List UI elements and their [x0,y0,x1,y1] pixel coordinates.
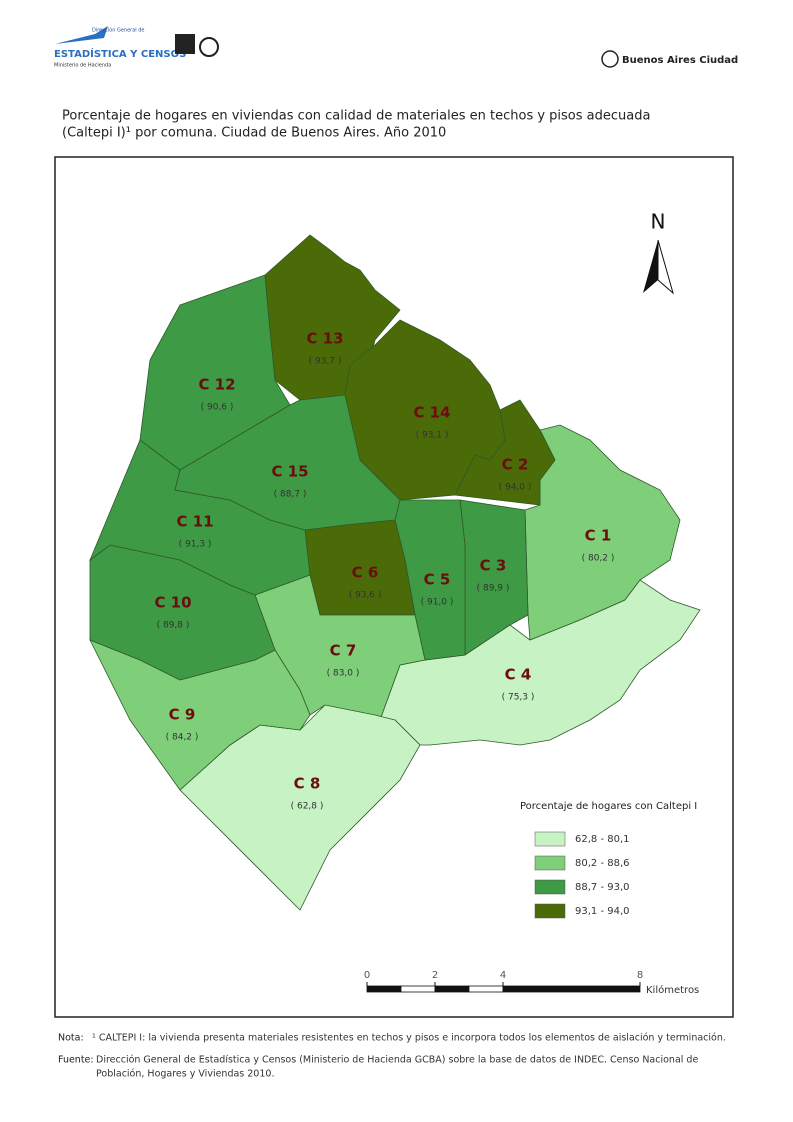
logo-line3: Ministerio de Hacienda [54,63,111,69]
scale-tick-label: 8 [637,970,643,981]
comuna-value: ( 88,7 ) [274,490,307,500]
brand: Buenos Aires Ciudad [622,55,738,66]
comuna-name: C 2 [502,456,529,474]
logo-seal [175,34,195,54]
legend-label: 80,2 - 88,6 [575,858,630,869]
north-arrow [643,240,658,293]
logo-line1: Dirección General de [92,27,145,34]
scale-segment [502,985,641,993]
comuna-name: C 5 [424,571,451,589]
legend: 62,8 - 80,1 80,2 - 88,6 88,7 - 93,0 93,1 - … [534,831,630,919]
comuna-labels: C 1 ( 80,2 ) C 2 ( 94,0 ) C 3 ( 89,9 ) C 4 ( 75… [154,330,614,812]
legend-label: 62,8 - 80,1 [575,834,630,845]
scale-unit: Kilómetros [646,984,699,996]
comuna-value: ( 89,8 ) [157,621,190,631]
source-label: Fuente: [58,1055,94,1066]
comuna-name: C 6 [352,564,379,582]
north-label: N [651,210,666,234]
comuna-name: C 10 [154,594,191,612]
scale-segment [366,985,402,993]
comuna-value: ( 80,2 ) [582,554,615,564]
comuna-name: C 15 [271,463,308,481]
scale-tick-label: 0 [364,970,370,981]
note-label: Nota: [58,1033,84,1044]
comuna [174,394,401,531]
north-arrow [657,239,674,295]
comuna-value: ( 83,0 ) [327,669,360,679]
scale-segment [434,985,470,993]
comuna-name: C 9 [169,706,196,724]
comuna-name: C 14 [413,404,450,422]
logo-ba-seal [601,50,619,68]
logo-line2: ESTADÍSTICA Y CENSOS [54,47,186,60]
comuna-value: ( 93,7 ) [309,357,342,367]
logo-ba: Buenos Aires Ciudad [601,50,738,68]
logo-arrow [55,26,108,44]
comuna-name: C 1 [585,527,612,545]
comuna-value: ( 75,3 ) [502,693,535,703]
comuna-value: ( 84,2 ) [166,733,199,743]
legend-label: 93,1 - 94,0 [575,906,630,917]
comuna-value: ( 93,6 ) [349,591,382,601]
legend-title: Porcentaje de hogares con Caltepi I [520,801,697,812]
comuna-value: ( 62,8 ) [291,802,324,812]
comuna-value: ( 94,0 ) [499,483,532,493]
comuna-value: ( 90,6 ) [201,403,234,413]
note-text: ¹ CALTEPI I: la vivienda presenta materi… [92,1033,726,1044]
scale-bar: 0 2 4 8 [364,970,643,993]
legend-swatch [534,831,566,847]
scale-segment [400,985,436,993]
title-line: (Caltepi I)¹ por comuna. Ciudad de Bueno… [62,126,446,141]
logo-dgeyc: Dirección General de ESTADÍSTICA Y CENSO… [54,26,219,69]
comuna-value: ( 91,0 ) [421,598,454,608]
comuna-name: C 4 [505,666,532,684]
legend-swatch [534,855,566,871]
comuna-name: C 7 [330,642,357,660]
logo-iso [199,37,219,57]
title-line: Porcentaje de hogares en viviendas con c… [62,109,650,124]
comunas [89,234,701,911]
comuna-name: C 8 [294,775,321,793]
comuna-name: C 12 [198,376,235,394]
comuna-name: C 13 [306,330,343,348]
comuna-value: ( 89,9 ) [477,584,510,594]
source-text: Población, Hogares y Viviendas 2010. [96,1069,274,1080]
comuna-name: C 3 [480,557,507,575]
scale-segment [468,985,504,993]
scale-tick-label: 2 [432,970,438,981]
comuna-name: C 11 [176,513,213,531]
legend-label: 88,7 - 93,0 [575,882,630,893]
legend-swatch [534,879,566,895]
source-text: Dirección General de Estadística y Censo… [96,1055,698,1066]
scale-tick-label: 4 [500,970,506,981]
comuna-value: ( 93,1 ) [416,431,449,441]
comuna-value: ( 91,3 ) [179,540,212,550]
legend-swatch [534,903,566,919]
